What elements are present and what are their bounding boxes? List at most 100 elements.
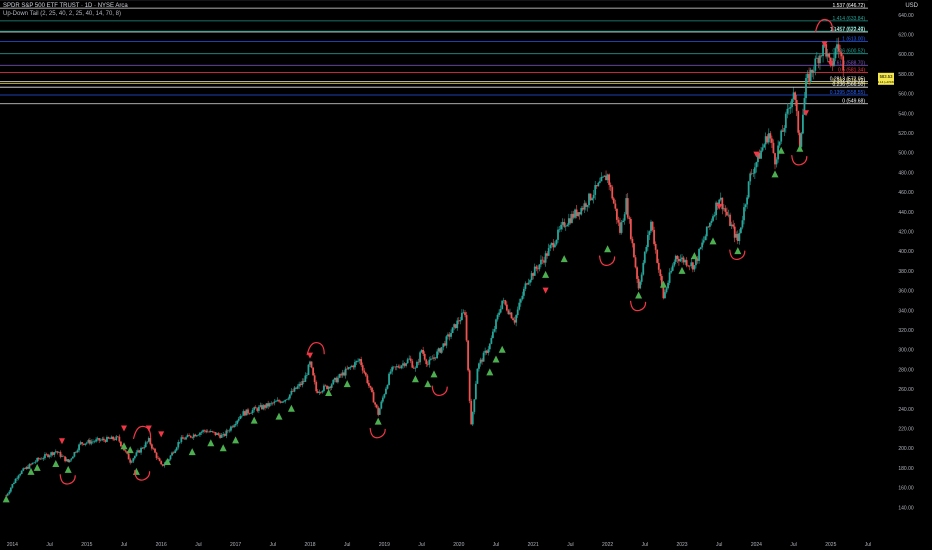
candle-body	[194, 434, 197, 437]
candle-body	[567, 218, 570, 225]
candle-body	[712, 216, 714, 221]
candle-body	[149, 438, 152, 445]
candle-body	[335, 377, 338, 383]
marker-up-triangle	[430, 370, 438, 378]
candle-body	[104, 440, 107, 442]
candle-body	[578, 212, 581, 215]
candle-body	[422, 349, 425, 354]
candle-body	[704, 236, 707, 241]
candle-body	[124, 450, 127, 452]
candle-body	[23, 468, 26, 470]
candle-body	[795, 100, 798, 112]
candle-body	[144, 442, 147, 448]
candle-body	[213, 431, 215, 433]
candle-body	[757, 153, 759, 163]
candle-body	[321, 390, 324, 393]
candle-body	[85, 442, 88, 444]
candle-body	[515, 315, 518, 323]
candle-body	[265, 403, 268, 408]
annotation-smile-curve	[134, 470, 151, 481]
candle-body	[505, 304, 508, 311]
x-axis-tick-label: Jul	[270, 542, 276, 548]
candle-body	[16, 478, 18, 479]
candle-body	[519, 299, 522, 303]
candle-body	[239, 416, 242, 419]
indicator-legend: Up-Down Tail (2, 25, 40, 2, 25, 40, 14, …	[3, 11, 121, 17]
candle-body	[814, 58, 817, 71]
candle-body	[665, 288, 668, 293]
candle-body	[403, 363, 406, 366]
candle-body	[691, 262, 694, 270]
candle-body	[713, 215, 716, 217]
candle-body	[651, 221, 654, 230]
candle-body	[234, 423, 237, 426]
candle-body	[185, 437, 187, 440]
candle-body	[423, 353, 426, 360]
marker-up-triangle	[52, 459, 60, 467]
candle-body	[288, 394, 291, 399]
x-axis-tick-label: Jul	[567, 542, 573, 548]
candle-body	[323, 385, 325, 391]
candle-body	[385, 388, 387, 395]
candle-body	[270, 402, 273, 404]
candle-body	[581, 208, 584, 210]
candle-body	[67, 459, 70, 463]
candle-body	[419, 352, 421, 363]
marker-up-triangle	[126, 446, 134, 454]
candle-body	[378, 408, 381, 415]
candle-body	[248, 413, 251, 414]
candle-body	[68, 459, 71, 463]
candle-body	[527, 282, 530, 285]
candle-body	[250, 413, 252, 414]
fib-level-label: 0.5 (581.34)	[838, 68, 865, 74]
candle-body	[214, 432, 217, 436]
candle-body	[409, 358, 412, 362]
candle-body	[616, 208, 618, 220]
candle-body	[178, 441, 181, 443]
candle-body	[37, 457, 40, 460]
candle-body	[412, 367, 415, 369]
candle-body	[19, 473, 22, 476]
fib-level-label: 1 (613.00)	[842, 36, 865, 42]
candle-body	[642, 262, 645, 275]
candle-body	[670, 270, 673, 273]
candle-body	[485, 350, 488, 353]
candle-body	[450, 333, 452, 337]
candle-body	[592, 194, 595, 199]
candle-body	[543, 260, 545, 263]
candle-body	[347, 367, 350, 370]
candle-body	[333, 377, 336, 380]
candle-body	[416, 361, 418, 368]
candle-body	[62, 455, 65, 457]
marker-down-triangle	[821, 41, 828, 48]
candle-body	[48, 455, 51, 458]
candle-body	[151, 444, 153, 449]
candle-body	[766, 136, 769, 143]
candle-body	[746, 197, 748, 205]
candle-body	[354, 362, 356, 368]
candle-body	[792, 92, 795, 100]
candle-body	[468, 370, 471, 401]
candle-body	[216, 433, 218, 436]
marker-up-triangle	[796, 144, 804, 152]
annotation-arc-curve	[133, 425, 152, 440]
candle-body	[447, 334, 449, 337]
y-axis-tick-label: 420.00	[898, 229, 914, 235]
marker-down-triangle	[716, 203, 723, 210]
candle-body	[636, 267, 638, 279]
y-axis-tick-label: 260.00	[898, 387, 914, 393]
candle-body	[803, 98, 806, 115]
candle-body	[340, 374, 342, 376]
candle-body	[794, 92, 797, 101]
marker-up-triangle	[486, 368, 494, 376]
candle-body	[93, 441, 96, 443]
candle-body	[777, 145, 779, 160]
candle-body	[202, 430, 204, 432]
candle-body	[45, 454, 48, 455]
candle-body	[634, 257, 637, 268]
candle-body	[513, 320, 516, 323]
y-axis-tick-label: 220.00	[898, 426, 914, 432]
candle-body	[51, 452, 54, 455]
candle-body	[366, 375, 369, 384]
